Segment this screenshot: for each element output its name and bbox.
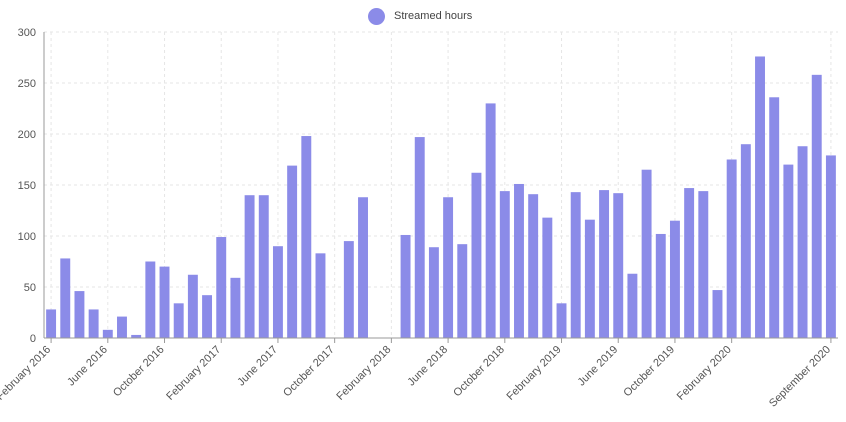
bar: [315, 253, 326, 338]
bar: [514, 183, 524, 338]
bar: [740, 144, 751, 338]
y-tick-label: 100: [18, 231, 36, 243]
y-tick-label: 0: [30, 333, 36, 345]
x-tick-label: February 2019: [505, 344, 564, 403]
x-tick-label: September 2020: [767, 344, 833, 410]
bar: [301, 136, 312, 338]
bar: [698, 191, 709, 338]
bar: [797, 146, 808, 338]
bar: [358, 197, 368, 338]
x-tick-label: October 2016: [111, 344, 167, 400]
bar: [755, 56, 765, 338]
bar: [272, 246, 283, 338]
bar: [499, 191, 510, 338]
bar: [258, 195, 269, 338]
y-tick-label: 300: [18, 27, 36, 39]
legend-label: Streamed hours: [394, 10, 473, 22]
bar: [343, 241, 354, 338]
bar: [88, 309, 99, 338]
bar: [173, 303, 184, 338]
x-tick-label: October 2019: [621, 344, 677, 400]
bar: [187, 274, 198, 338]
bar: [46, 309, 57, 338]
bar: [599, 190, 610, 338]
bar: [216, 237, 227, 338]
legend[interactable]: Streamed hours: [368, 7, 472, 25]
bar: [60, 258, 71, 338]
y-tick-label: 250: [18, 78, 36, 90]
bar: [669, 220, 680, 338]
bar: [542, 217, 553, 338]
bar: [471, 172, 482, 338]
bar: [485, 103, 496, 339]
x-tick-label: June 2017: [235, 344, 280, 389]
bar: [244, 195, 255, 338]
y-tick-label: 200: [18, 129, 36, 141]
bar: [145, 261, 156, 338]
bar: [641, 169, 652, 338]
x-tick-label: June 2018: [405, 344, 450, 389]
bar: [528, 194, 539, 338]
x-tick-label: February 2016: [0, 344, 53, 403]
x-tick-label: June 2016: [65, 344, 110, 389]
bar: [570, 192, 581, 338]
bar: [202, 295, 213, 338]
bar: [428, 247, 439, 338]
bar: [613, 193, 624, 338]
bar: [74, 291, 85, 338]
bar: [655, 233, 666, 338]
x-tick-label: June 2019: [576, 344, 621, 389]
y-tick-label: 150: [18, 180, 36, 192]
bar: [457, 244, 468, 338]
bar: [627, 273, 638, 338]
bar: [769, 97, 780, 338]
x-tick-label: February 2018: [334, 344, 393, 403]
bar: [414, 137, 425, 338]
bar: [443, 197, 454, 338]
bar: [726, 159, 737, 338]
bar: [684, 188, 695, 338]
bar: [102, 329, 113, 338]
x-tick-label: October 2018: [451, 344, 507, 400]
x-tick-label: February 2020: [675, 344, 734, 403]
bar: [131, 334, 142, 338]
bar: [783, 164, 794, 338]
bar: [287, 165, 298, 338]
bar: [117, 316, 127, 338]
bar: [556, 303, 567, 338]
bar: [712, 290, 723, 338]
bar: [159, 266, 170, 338]
legend-marker: [368, 7, 385, 25]
bar: [400, 234, 411, 338]
bar: [584, 219, 595, 338]
bar: [825, 155, 836, 338]
x-tick-label: February 2017: [164, 344, 223, 403]
y-tick-label: 50: [24, 282, 36, 294]
bar: [230, 277, 241, 338]
bar: [811, 74, 822, 338]
x-tick-label: October 2017: [281, 344, 337, 400]
